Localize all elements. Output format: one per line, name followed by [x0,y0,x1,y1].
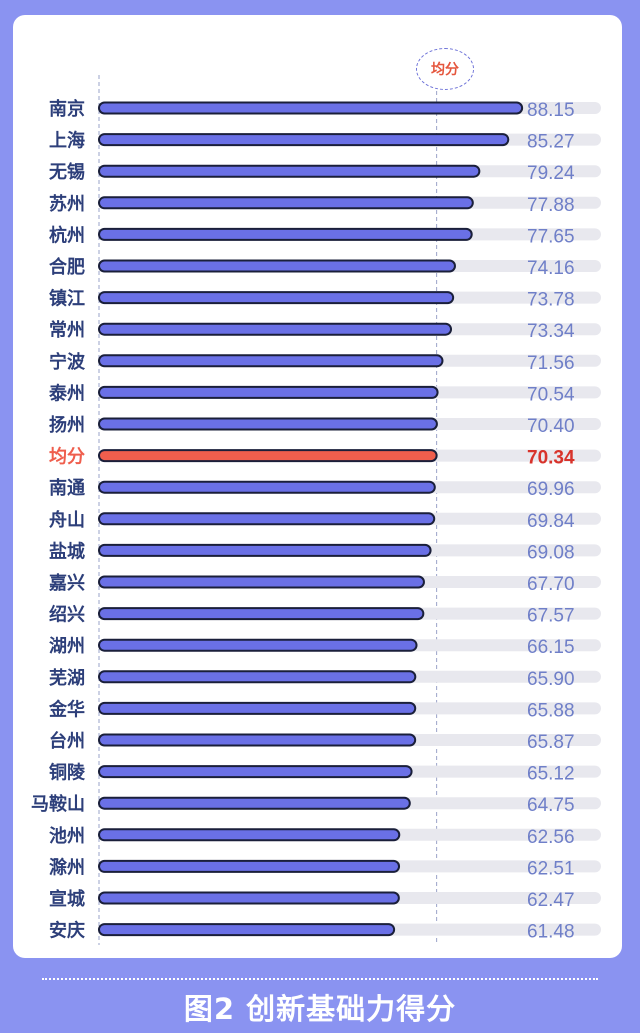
data-bar [98,259,456,273]
category-label: 舟山 [49,509,85,531]
category-label: 南通 [49,477,85,499]
data-bar [98,859,401,873]
value-label: 66.15 [527,637,575,658]
bar-chart: 南京 88.15 上海 85.27 无锡 79.24 苏州 77.88 杭州 77.65 合肥 74.… [31,75,601,945]
value-label: 88.15 [527,100,575,121]
data-bar [98,133,510,147]
category-label: 南京 [49,98,85,120]
data-bar [98,575,425,589]
category-label: 扬州 [49,414,85,436]
category-label: 安庆 [49,920,85,942]
data-bar [98,701,417,715]
category-label: 上海 [49,130,85,152]
data-bar [98,607,425,621]
data-bar [98,765,413,779]
value-label: 71.56 [527,353,575,374]
average-badge: 均分 [416,48,474,90]
category-label: 滁州 [49,856,85,878]
value-label: 61.48 [527,922,575,943]
value-label: 70.40 [527,416,575,437]
data-bar [98,385,439,399]
data-bar [98,828,401,842]
value-label: 62.47 [527,890,575,911]
data-bar [98,227,473,241]
value-label: 65.12 [527,764,575,785]
value-label: 77.65 [527,226,575,247]
data-bar [98,480,436,494]
category-label: 苏州 [49,193,85,215]
data-bar [98,891,400,905]
category-label: 铜陵 [49,762,86,784]
value-label: 79.24 [527,163,575,184]
value-label: 69.08 [527,542,575,563]
data-bar [98,196,474,210]
value-label: 64.75 [527,795,575,816]
value-label: 77.88 [527,195,575,216]
data-bar [98,543,432,557]
value-label: 69.84 [527,511,575,532]
category-label: 合肥 [49,256,85,278]
category-label: 宁波 [49,351,86,373]
data-bar [98,354,444,368]
category-label: 湖州 [49,636,85,657]
value-label: 65.88 [527,700,575,721]
value-label: 73.78 [527,290,575,311]
value-label: 69.96 [527,479,575,500]
value-label: 62.56 [527,827,575,848]
data-bar [98,733,417,747]
category-label: 均分 [49,446,85,468]
average-bar [98,449,438,463]
category-label: 杭州 [49,224,85,246]
category-label: 绍兴 [49,604,85,626]
category-label: 金华 [48,698,85,720]
data-bar [98,322,453,336]
value-label: 65.90 [527,669,575,690]
data-bar [98,670,417,684]
category-label: 台州 [49,730,85,752]
data-bar [98,923,396,937]
category-label: 芜湖 [49,667,85,689]
data-bar [98,291,455,305]
category-label: 常州 [49,319,85,341]
data-bar [98,638,418,652]
data-bar [98,512,436,526]
footer-divider [42,978,598,980]
value-label: 70.54 [527,384,575,405]
category-label: 无锡 [49,161,85,183]
data-bar [98,417,438,431]
chart-footer-title: 图2 创新基础力得分 [183,992,457,1026]
value-label: 67.57 [527,606,575,627]
data-bar [98,164,481,178]
category-label: 池州 [49,825,85,847]
category-label: 马鞍山 [31,793,85,815]
value-label: 62.51 [527,858,575,879]
category-label: 嘉兴 [48,573,85,594]
category-label: 泰州 [48,382,85,404]
value-label: 74.16 [527,258,575,279]
data-bar [98,101,524,115]
data-bar [98,796,411,810]
value-label: 73.34 [527,321,575,342]
category-label: 镇江 [49,288,85,310]
category-label: 盐城 [49,540,85,562]
value-label: 67.70 [527,574,575,595]
value-label: 85.27 [527,132,575,153]
value-label: 65.87 [527,732,575,753]
chart-card: 南京 88.15 上海 85.27 无锡 79.24 苏州 77.88 杭州 77.65 合肥 74.… [13,15,622,958]
value-label: 70.34 [527,448,575,469]
category-label: 宣城 [49,888,85,910]
